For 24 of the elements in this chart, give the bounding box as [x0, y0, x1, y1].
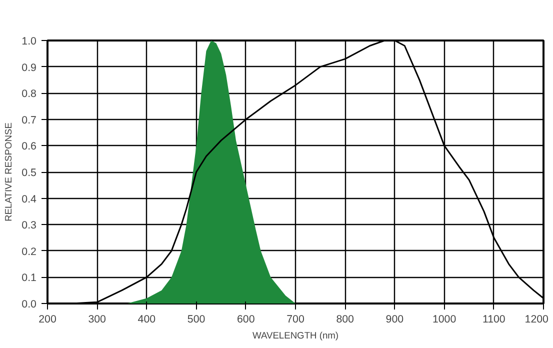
x-tick-label: 1000: [432, 314, 456, 326]
x-tick-label: 200: [38, 314, 56, 326]
y-tick-label: 0.3: [22, 220, 37, 232]
y-tick-label: 0.6: [22, 140, 37, 153]
x-tick-label: 600: [237, 314, 255, 326]
x-tick-label: 1100: [482, 314, 506, 326]
x-axis-title: WAVELENGTH (nm): [252, 330, 339, 340]
y-tick-label: 0.7: [22, 114, 37, 126]
x-tick-label: 900: [386, 314, 404, 326]
x-tick-label: 700: [286, 314, 304, 326]
x-tick-label: 300: [88, 314, 106, 326]
y-tick-label: 0.1: [22, 272, 37, 284]
x-tick-label: 400: [138, 314, 156, 326]
x-tick-label: 500: [187, 314, 206, 326]
y-tick-label: 0.8: [22, 88, 37, 100]
y-tick-label: 0.9: [22, 62, 37, 74]
x-tick-label: 1200: [524, 314, 549, 326]
y-axis-title: RELATIVE RESPONSE: [4, 122, 14, 222]
y-tick-label: 0.0: [22, 298, 37, 310]
y-tick-label: 0.5: [22, 167, 37, 179]
y-tick-label: 0.4: [22, 193, 37, 206]
x-tick-label: 800: [336, 314, 354, 326]
y-tick-label: 1.0: [22, 36, 37, 48]
y-tick-label: 0.2: [22, 246, 37, 258]
